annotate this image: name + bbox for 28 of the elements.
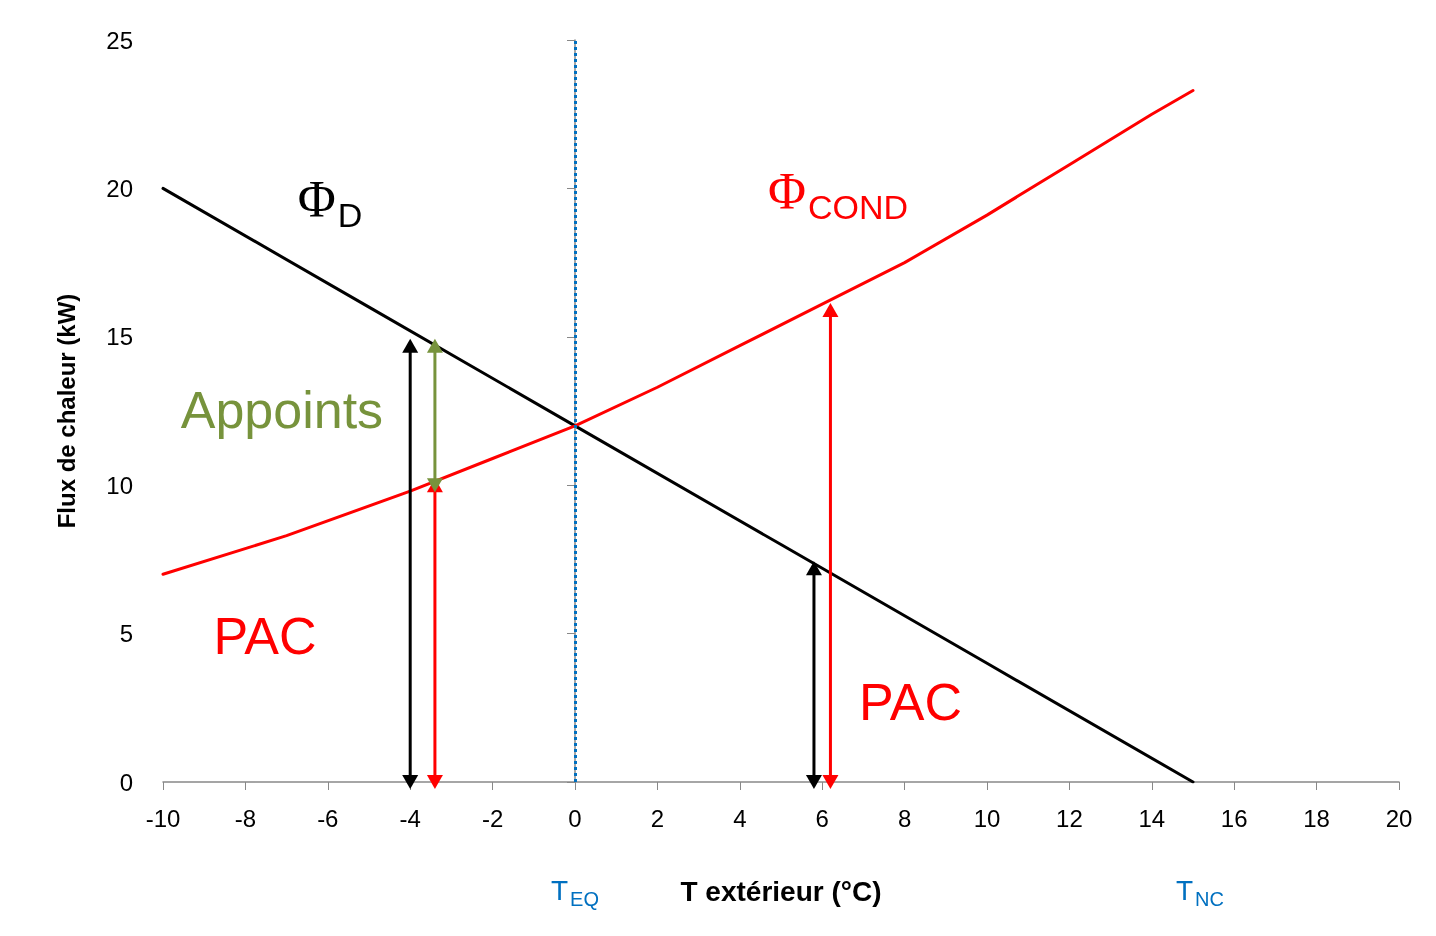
x-tick-label: 16	[1220, 804, 1248, 832]
x-tick-label: 0	[568, 804, 582, 832]
x-tick-label: -10	[145, 804, 181, 832]
x-tick-label: 6	[815, 804, 829, 832]
x-tick-label: 8	[897, 804, 912, 832]
series-label: PAC	[858, 673, 962, 731]
annotation: PAC	[213, 607, 317, 665]
series-label: Appoints	[180, 381, 384, 440]
x-tick-label: -6	[317, 804, 339, 832]
y-tick-label: 15	[106, 323, 133, 351]
x-tick-label: 2	[650, 804, 665, 832]
line-series	[161, 88, 1195, 576]
x-tick-label: -2	[481, 804, 504, 832]
x-tick-label: -4	[399, 804, 421, 832]
x-tick-label: 4	[733, 804, 747, 832]
y-axis-title: Flux de chaleur (kW)	[52, 293, 80, 529]
y-tick-label: 25	[106, 26, 133, 54]
x-tick-label: 18	[1303, 804, 1330, 832]
y-tick-label: 10	[106, 471, 133, 499]
x-tick-label: 14	[1138, 804, 1166, 832]
y-tick-label: 0	[119, 768, 133, 796]
x-tick-label: 20	[1385, 804, 1413, 832]
y-tick-label: 20	[106, 174, 133, 202]
x-axis-title: T extérieur (°C)	[680, 875, 882, 907]
y-tick-label: 5	[119, 620, 133, 648]
x-tick-label: -8	[234, 804, 257, 832]
x-tick-label: 12	[1056, 804, 1083, 832]
x-tick-label: 10	[973, 804, 1001, 832]
